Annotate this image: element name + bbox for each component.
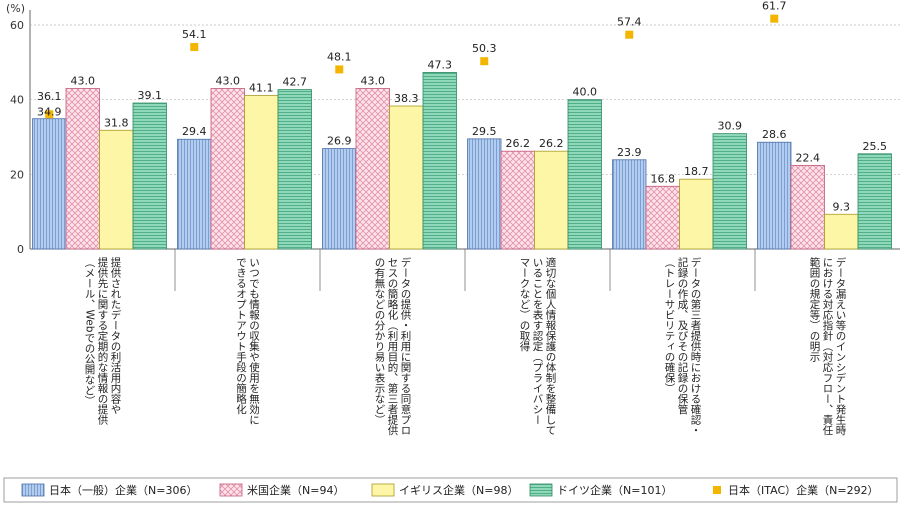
marker-label: 57.4 [617, 16, 642, 29]
bar-series-4 [712, 133, 747, 250]
data-label: 9.3 [833, 200, 851, 213]
bar-series-1 [32, 118, 67, 250]
data-label: 28.6 [762, 128, 787, 141]
legend-swatch-marker [713, 486, 721, 494]
category-label: 提供先に関する定期的な情報の提供 [97, 257, 109, 426]
marker-label: 61.7 [762, 0, 787, 13]
marker-label: 54.1 [182, 28, 207, 41]
category-label: 提供されたデータの利活用内容や [110, 257, 122, 415]
data-label: 42.7 [283, 76, 308, 89]
bar-series-2 [355, 88, 390, 250]
legend-label: イギリス企業（N=98） [399, 483, 518, 497]
data-label: 29.5 [472, 125, 497, 138]
category-label: 適切な個人情報保護の体制を整備して [545, 256, 557, 435]
data-label: 23.9 [617, 146, 642, 159]
bar-series-2 [500, 150, 535, 250]
category-label: における対応指針（対応フロー、責任 [822, 257, 834, 436]
marker-label: 50.3 [472, 42, 497, 55]
data-label: 26.2 [539, 137, 564, 150]
y-axis-unit: (%) [6, 2, 25, 15]
data-label: 39.1 [138, 89, 163, 102]
bar-series-3 [824, 213, 859, 250]
category-label: いつでも情報の収集や使用を無効に [248, 257, 260, 425]
legend-box [3, 477, 898, 503]
bar-series-4 [277, 89, 312, 250]
legend-label: 米国企業（N=94） [247, 483, 344, 497]
marker-itac [480, 57, 489, 66]
legend-swatch [219, 483, 243, 497]
category-label: データの提供・利用に関する同意プロ [400, 256, 412, 435]
category-label: 範囲の規定等）の明示 [809, 256, 821, 362]
category-label: の有無などの分かり易い表示など） [374, 257, 386, 425]
legend-swatch [371, 483, 395, 497]
category-label: データ漏えい等のインシデント発生時 [835, 256, 847, 435]
marker-label: 48.1 [327, 50, 352, 63]
data-label: 18.7 [684, 165, 709, 178]
bar-series-2 [645, 185, 680, 250]
bar-series-4 [857, 153, 892, 250]
data-label: 34.9 [37, 106, 62, 119]
data-label: 43.0 [216, 74, 241, 87]
bar-series-3 [534, 150, 569, 250]
category-label: セスの簡略化（利用目的、第三者提供 [387, 257, 399, 436]
marker-itac [625, 30, 634, 39]
data-label: 22.4 [796, 151, 821, 164]
marker-itac [45, 110, 54, 119]
bar-series-2 [210, 88, 245, 250]
marker-itac [770, 14, 779, 23]
data-label: 29.4 [182, 125, 207, 138]
legend-swatch [21, 483, 45, 497]
data-label: 47.3 [428, 58, 453, 71]
marker-itac [190, 43, 199, 52]
bar-series-2 [65, 88, 100, 250]
legend-label: 日本（一般）企業（N=306） [49, 483, 197, 497]
data-label: 25.5 [863, 140, 888, 153]
data-label: 43.0 [361, 74, 386, 87]
category-label: データの第三者提供時における確認・ [690, 256, 702, 435]
legend-label: ドイツ企業（N=101） [557, 483, 672, 497]
bar-series-1 [467, 138, 502, 250]
category-label: いることを表す認定（プライバシー [532, 257, 544, 425]
category-label: 記録の作成、及びその記録の保管 [677, 256, 689, 415]
bar-series-3 [244, 95, 279, 250]
bar-series-1 [177, 138, 212, 250]
bar-series-3 [99, 129, 134, 250]
bar-series-1 [612, 159, 647, 250]
y-tick-label: 60 [10, 19, 24, 32]
data-label: 41.1 [249, 82, 274, 95]
category-label: マークなど）の取得 [519, 257, 531, 352]
data-label: 16.8 [651, 172, 676, 185]
data-label: 31.8 [104, 116, 129, 129]
category-label: （メール、Webでの公開など） [84, 257, 96, 406]
y-tick-label: 0 [17, 243, 24, 256]
marker-itac [335, 65, 344, 74]
bar-series-4 [567, 99, 602, 250]
bar-series-4 [422, 72, 457, 250]
data-label: 40.0 [573, 86, 598, 99]
category-label: できるオプトアウト手段の簡略化 [235, 257, 247, 415]
data-label: 38.3 [394, 92, 419, 105]
y-tick-label: 40 [10, 94, 24, 107]
legend-swatch [529, 483, 553, 497]
bar-series-4 [132, 102, 167, 250]
marker-label: 36.1 [37, 90, 62, 103]
data-label: 26.2 [506, 137, 531, 150]
data-label: 43.0 [71, 74, 96, 87]
data-label: 26.9 [327, 135, 352, 148]
bar-series-3 [679, 178, 714, 250]
y-tick-label: 20 [10, 168, 24, 181]
bar-series-3 [389, 105, 424, 250]
bar-series-2 [790, 164, 825, 250]
bar-series-1 [757, 141, 792, 250]
data-label: 30.9 [718, 120, 743, 133]
legend-label: 日本（ITAC）企業（N=292） [728, 483, 879, 497]
bar-series-1 [322, 148, 357, 250]
category-label: （トレーサビリティの確保） [664, 257, 676, 394]
